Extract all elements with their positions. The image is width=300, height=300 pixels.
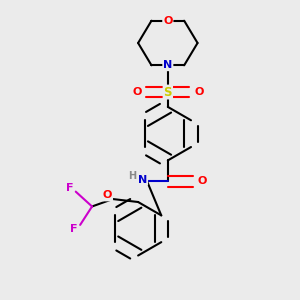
Text: N: N (163, 60, 172, 70)
Text: O: O (163, 16, 172, 26)
Text: H: H (128, 171, 136, 181)
Text: N: N (138, 175, 147, 185)
Text: F: F (66, 183, 74, 193)
Text: O: O (197, 176, 207, 186)
Text: O: O (132, 87, 142, 97)
Text: O: O (103, 190, 112, 200)
Text: F: F (70, 224, 78, 234)
Text: S: S (164, 85, 172, 98)
Text: O: O (194, 87, 203, 97)
